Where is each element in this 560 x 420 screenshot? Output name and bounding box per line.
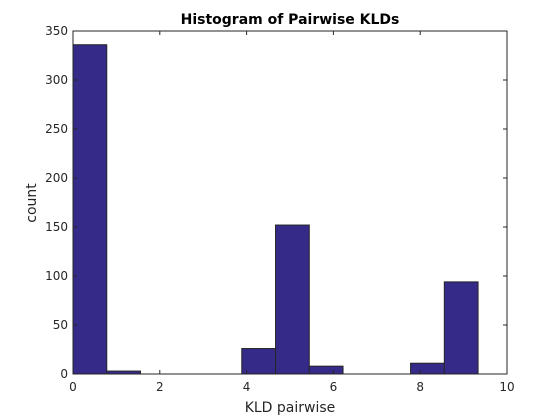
y-axis-label: count [24,183,40,223]
x-tick-label: 6 [330,380,338,394]
histogram-bar-0 [72,44,108,375]
y-tick-label: 150 [45,220,68,234]
x-tick-label: 4 [243,380,251,394]
x-tick-label: 0 [69,380,77,394]
y-tick-label: 50 [53,318,68,332]
histogram-bar-7 [308,365,344,375]
histogram-bar-10 [410,362,445,375]
x-axis-label: KLD pairwise [245,400,336,416]
chart-title: Histogram of Pairwise KLDs [181,12,400,28]
y-tick-label: 250 [45,122,68,136]
y-tick-label: 100 [45,269,68,283]
x-tick-label: 10 [499,380,514,394]
y-tick-label: 200 [45,171,68,185]
x-tick-label: 8 [416,380,424,394]
y-tick-label: 350 [45,24,68,38]
x-tick-label: 2 [156,380,164,394]
histogram-bar-6 [275,224,310,375]
y-tick-label: 0 [60,367,68,381]
histogram-bar-11 [443,281,479,375]
axes-box [72,30,508,375]
y-tick-label: 300 [45,73,68,87]
